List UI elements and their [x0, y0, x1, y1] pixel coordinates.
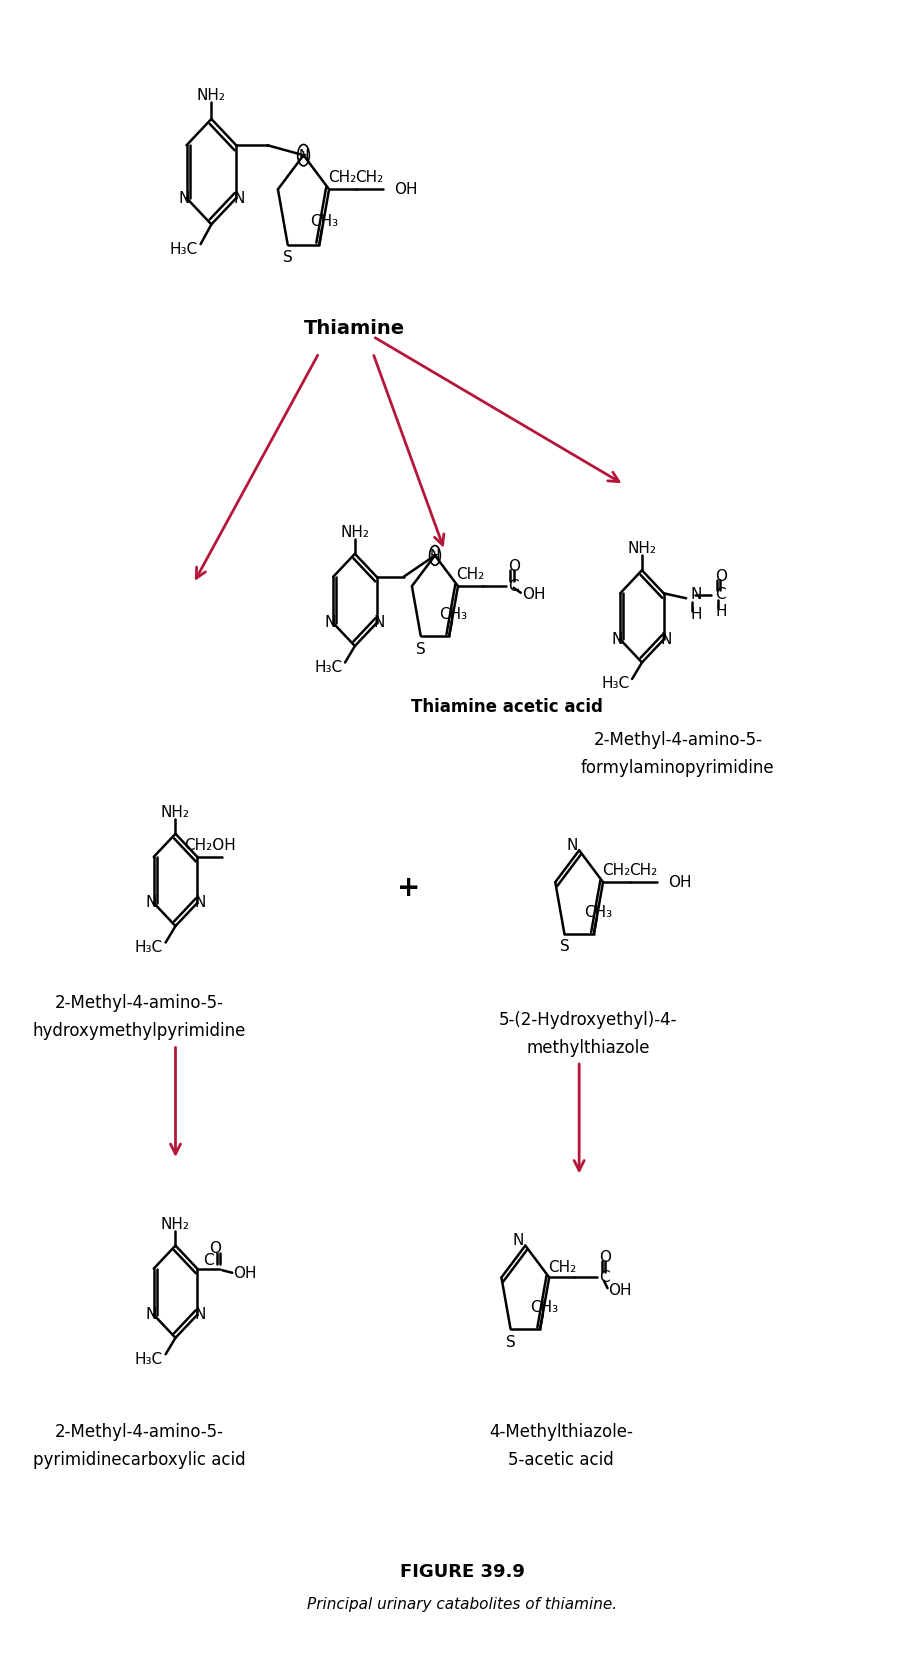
Text: O: O: [509, 558, 521, 575]
Text: C: C: [599, 1271, 610, 1286]
Text: CH₂: CH₂: [456, 566, 485, 581]
Text: NH₂: NH₂: [627, 541, 656, 556]
Text: N: N: [195, 1307, 206, 1322]
Text: N: N: [145, 1307, 157, 1322]
Text: N: N: [233, 191, 244, 206]
Text: H₃C: H₃C: [170, 241, 198, 256]
Text: N: N: [374, 616, 385, 631]
Text: CH₂: CH₂: [602, 864, 631, 879]
Text: NH₂: NH₂: [161, 806, 190, 821]
Text: Principal urinary catabolites of thiamine.: Principal urinary catabolites of thiamin…: [308, 1598, 618, 1613]
Text: CH₂OH: CH₂OH: [184, 837, 236, 852]
Text: OH: OH: [394, 181, 417, 196]
Text: Thiamine: Thiamine: [305, 319, 406, 337]
Text: 2-Methyl-4-amino-5-: 2-Methyl-4-amino-5-: [55, 1423, 224, 1440]
Text: N: N: [611, 631, 623, 646]
Text: +: +: [299, 149, 308, 159]
Text: formylaminopyrimidine: formylaminopyrimidine: [581, 759, 775, 777]
Text: CH₃: CH₃: [585, 905, 612, 920]
Text: FIGURE 39.9: FIGURE 39.9: [400, 1563, 525, 1581]
Text: CH₂: CH₂: [548, 1261, 576, 1276]
Text: CH₂: CH₂: [629, 864, 657, 879]
Text: N: N: [690, 588, 702, 603]
Text: N: N: [145, 895, 157, 910]
Text: +: +: [431, 550, 440, 560]
Text: O: O: [599, 1251, 611, 1266]
Text: 2-Methyl-4-amino-5-: 2-Methyl-4-amino-5-: [55, 995, 224, 1013]
Text: OH: OH: [521, 586, 545, 601]
Text: CH₂: CH₂: [329, 171, 357, 186]
Text: OH: OH: [609, 1282, 632, 1299]
Text: S: S: [506, 1335, 515, 1350]
Text: S: S: [283, 251, 293, 266]
Text: N: N: [430, 548, 440, 563]
Text: N: N: [566, 837, 577, 852]
Text: NH₂: NH₂: [196, 88, 226, 103]
Text: CH₃: CH₃: [531, 1301, 559, 1316]
Text: N: N: [178, 191, 189, 206]
Text: NH₂: NH₂: [161, 1216, 190, 1232]
Text: 2-Methyl-4-amino-5-: 2-Methyl-4-amino-5-: [593, 731, 762, 749]
Text: Thiamine acetic acid: Thiamine acetic acid: [411, 698, 603, 716]
Text: N: N: [195, 895, 206, 910]
Text: methylthiazole: methylthiazole: [526, 1038, 650, 1056]
Text: O: O: [209, 1241, 221, 1256]
Text: H₃C: H₃C: [135, 940, 162, 955]
Text: C: C: [715, 588, 725, 603]
Text: CH₂: CH₂: [355, 171, 384, 186]
Text: S: S: [416, 641, 426, 656]
Text: hydroxymethylpyrimidine: hydroxymethylpyrimidine: [33, 1023, 246, 1040]
Text: S: S: [559, 940, 569, 955]
Text: 5-(2-Hydroxyethyl)-4-: 5-(2-Hydroxyethyl)-4-: [498, 1012, 677, 1028]
Text: NH₂: NH₂: [341, 525, 369, 540]
Text: OH: OH: [667, 875, 691, 890]
Text: pyrimidinecarboxylic acid: pyrimidinecarboxylic acid: [33, 1450, 246, 1468]
Text: H₃C: H₃C: [135, 1352, 162, 1367]
Text: 5-acetic acid: 5-acetic acid: [509, 1450, 614, 1468]
Text: 4-Methylthiazole-: 4-Methylthiazole-: [489, 1423, 633, 1440]
Text: +: +: [397, 874, 420, 902]
Text: H: H: [690, 608, 702, 623]
Text: H: H: [716, 605, 727, 620]
Text: N: N: [298, 148, 308, 163]
Text: O: O: [715, 570, 727, 585]
Text: H₃C: H₃C: [314, 659, 342, 674]
Text: N: N: [661, 631, 672, 646]
Text: CH₃: CH₃: [440, 606, 468, 621]
Text: C: C: [509, 578, 519, 593]
Text: CH₃: CH₃: [309, 214, 338, 229]
Text: N: N: [512, 1232, 524, 1247]
Text: C: C: [204, 1252, 214, 1267]
Text: N: N: [325, 616, 336, 631]
Text: OH: OH: [233, 1266, 257, 1281]
Text: H₃C: H₃C: [601, 676, 630, 691]
